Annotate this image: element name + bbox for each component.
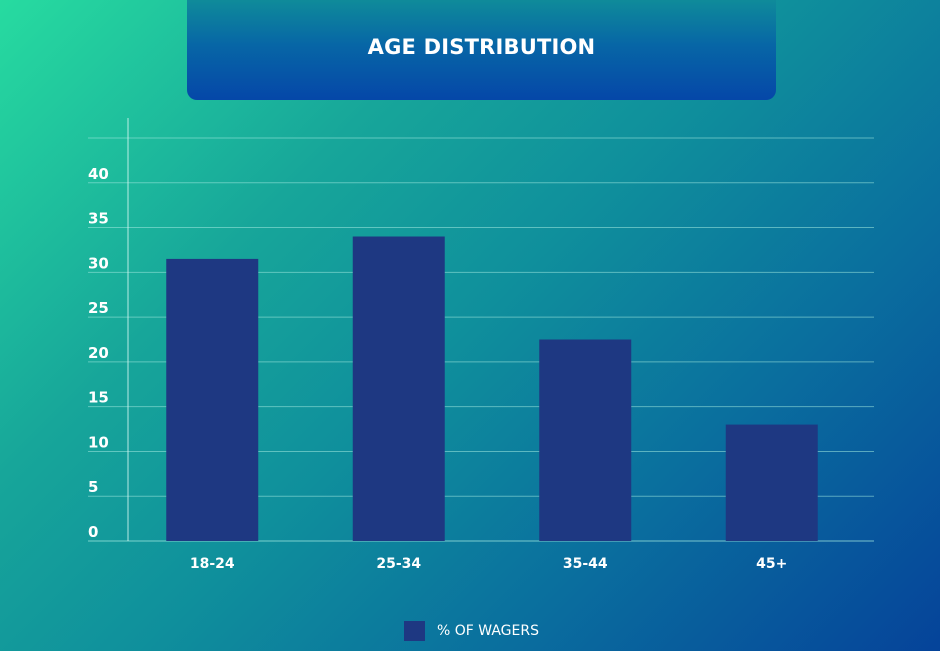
y-tick-label: 35 (88, 210, 109, 228)
y-tick-label: 40 (88, 165, 109, 183)
x-tick-label: 18-24 (190, 556, 235, 572)
bar (539, 339, 632, 541)
y-tick-label: 25 (88, 299, 109, 317)
legend-swatch (404, 621, 425, 641)
y-axis-tick-labels: 0 5 10 15 20 25 30 35 40 (88, 165, 109, 541)
chart-title-banner: AGE DISTRIBUTION (187, 0, 776, 100)
y-tick-label: 15 (88, 389, 109, 407)
x-tick-label: 25-34 (376, 556, 421, 572)
bar (166, 258, 259, 541)
chart-title: AGE DISTRIBUTION (367, 35, 596, 59)
x-tick-label: 35-44 (563, 556, 608, 572)
x-axis-tick-labels: 18-24 25-34 35-44 45+ (190, 556, 788, 572)
y-tick-label: 5 (88, 478, 98, 496)
bar (352, 236, 445, 541)
y-tick-label: 0 (88, 523, 98, 541)
legend-label: % OF WAGERS (437, 623, 539, 639)
bars (166, 236, 818, 541)
y-tick-label: 20 (88, 344, 109, 362)
x-tick-label: 45+ (756, 556, 787, 572)
bar (725, 424, 818, 541)
legend: % OF WAGERS (404, 621, 539, 641)
y-tick-label: 10 (88, 433, 109, 451)
y-tick-label: 30 (88, 254, 109, 272)
